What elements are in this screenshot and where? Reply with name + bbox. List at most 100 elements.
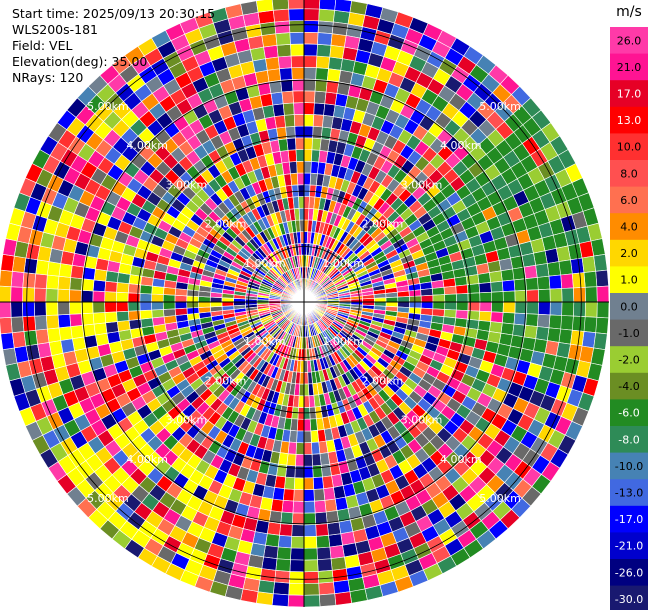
ray-2	[304, 0, 353, 291]
ring-label-5-0: 5.00km	[87, 100, 129, 113]
ray-114	[209, 7, 302, 292]
ray-54	[306, 312, 399, 597]
ray-3	[305, 0, 368, 291]
colorbar: m/s 26.0 21.0 17.0 13.0 10.0 8.0 6.0 4.0 2.0 1.0 0…	[610, 4, 648, 610]
colorbar-swatch-17	[610, 479, 648, 507]
field-text: Field: VEL	[12, 38, 73, 53]
ray-29	[315, 285, 610, 303]
colorbar-swatch-12	[610, 346, 648, 374]
ray-107	[111, 54, 298, 294]
range-grid	[0, 0, 609, 607]
ring-label-4-0: 4.00km	[126, 139, 168, 152]
colorbar-swatch-4	[610, 133, 648, 161]
ray-67	[179, 312, 301, 588]
colorbar-swatch-16	[610, 452, 648, 480]
colorbar-swatch-6	[610, 186, 648, 214]
ring-label-3-0: 3.00km	[166, 178, 208, 191]
ray-43	[312, 308, 542, 507]
ring-label-3-1: 3.00km	[401, 178, 443, 191]
colorbar-swatch-20	[610, 559, 648, 587]
ring-label-3-3: 3.00km	[401, 414, 443, 427]
ray-6	[307, 11, 414, 292]
colorbar-tick-20: -26.0	[615, 566, 643, 579]
ray-8	[308, 22, 443, 292]
colorbar-tick-5: 8.0	[620, 167, 638, 180]
ray-18	[313, 122, 561, 297]
colorbar-tick-7: 4.0	[620, 221, 638, 234]
ring-label-5-1: 5.00km	[479, 100, 521, 113]
ring-label-4-3: 4.00km	[440, 453, 482, 466]
colorbar-swatch-8	[610, 239, 648, 267]
ring-label-3-2: 3.00km	[166, 414, 208, 427]
ring-label-5-2: 5.00km	[87, 492, 129, 505]
ray-96	[13, 192, 294, 299]
colorbar-tick-4: 10.0	[617, 141, 642, 154]
ring-label-2-1: 2.00km	[362, 218, 404, 231]
colorbar-swatch-10	[610, 293, 648, 321]
colorbar-tick-18: -17.0	[615, 513, 643, 526]
elevation-text: Elevation(deg): 35.00	[12, 54, 148, 69]
ring-label-2-0: 2.00km	[205, 218, 247, 231]
colorbar-tick-2: 17.0	[617, 88, 642, 101]
ray-78	[47, 307, 295, 482]
colorbar-swatch-1	[610, 53, 648, 81]
start-time-text: Start time: 2025/09/13 20:30:15	[12, 6, 216, 21]
ring-label-2-3: 2.00km	[362, 374, 404, 387]
colorbar-swatch-13	[610, 372, 648, 400]
ring-label-5-3: 5.00km	[479, 492, 521, 505]
ray-92	[0, 253, 293, 302]
ray-73	[99, 310, 298, 540]
ring-label-4-1: 4.00km	[440, 139, 482, 152]
ray-99	[31, 149, 295, 298]
instrument-text: WLS200s-181	[12, 22, 98, 37]
ray-77	[56, 308, 296, 495]
colorbar-tick-21: -30.0	[615, 593, 643, 606]
colorbar-tick-10: 0.0	[620, 300, 638, 313]
ring-label-4-2: 4.00km	[126, 453, 168, 466]
colorbar-swatch-14	[610, 399, 648, 427]
colorbar-swatch-15	[610, 426, 648, 454]
colorbar-tick-0: 26.0	[617, 34, 642, 47]
ray-109	[137, 37, 299, 293]
ring-label-2-2: 2.00km	[205, 374, 247, 387]
ray-4	[306, 3, 384, 292]
ray-24	[314, 207, 599, 300]
colorbar-units: m/s	[616, 4, 642, 20]
colorbar-swatch-7	[610, 213, 648, 241]
ray-37	[314, 305, 590, 427]
colorbar-swatch-11	[610, 319, 648, 347]
colorbar-swatch-9	[610, 266, 648, 294]
colorbar-tick-16: -10.0	[615, 460, 643, 473]
colorbar-swatch-19	[610, 532, 648, 560]
ray-98	[24, 163, 294, 298]
ray-108	[124, 45, 299, 293]
ring-label-1-3: 1.00km	[322, 335, 364, 348]
colorbar-swatch-21	[610, 585, 648, 610]
ray-68	[165, 312, 300, 582]
ray-14	[311, 74, 521, 295]
ray-113	[194, 11, 301, 292]
colorbar-swatch-2	[610, 80, 648, 108]
ray-76	[66, 308, 296, 507]
ray-86	[2, 303, 293, 366]
colorbar-tick-3: 13.0	[617, 114, 642, 127]
nrays-text: NRays: 120	[12, 70, 84, 85]
ring-label-1-2: 1.00km	[244, 335, 286, 348]
ring-label-1-1: 1.00km	[322, 257, 364, 270]
colorbar-tick-13: -4.0	[618, 380, 639, 393]
colorbar-tick-8: 2.0	[620, 247, 638, 260]
colorbar-tick-11: -1.0	[618, 327, 639, 340]
colorbar-tick-6: 6.0	[620, 194, 638, 207]
colorbar-tick-1: 21.0	[617, 61, 642, 74]
colorbar-tick-17: -13.0	[615, 487, 643, 500]
colorbar-tick-14: -6.0	[618, 407, 639, 420]
colorbar-tick-12: -2.0	[618, 354, 639, 367]
colorbar-tick-9: 1.0	[620, 274, 638, 287]
colorbar-swatch-18	[610, 505, 648, 533]
ray-79	[39, 307, 295, 469]
range-ring-labels: 1.00km 1.00km 1.00km 1.00km 2.00km 2.00km 2.00…	[87, 100, 521, 505]
colorbar-swatch-0	[610, 27, 648, 55]
colorbar-swatch-5	[610, 160, 648, 188]
colorbar-tick-15: -8.0	[618, 433, 639, 446]
